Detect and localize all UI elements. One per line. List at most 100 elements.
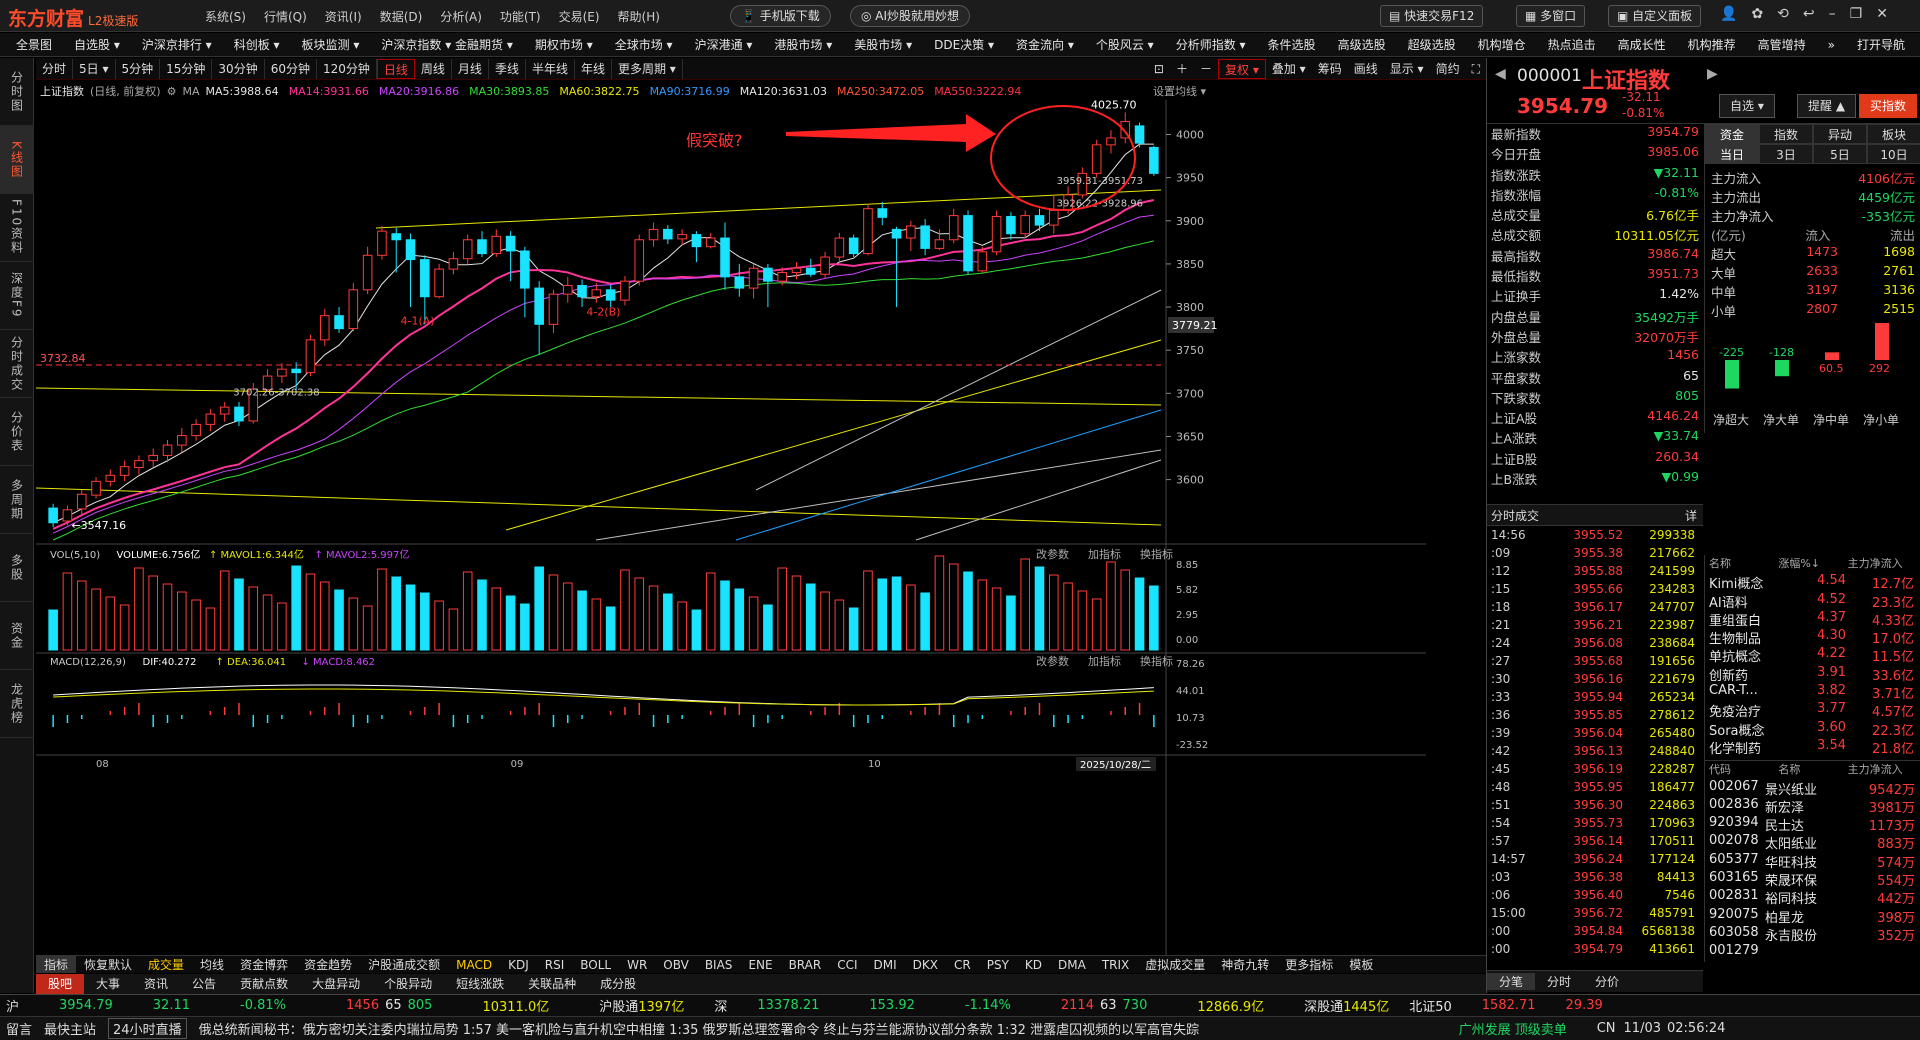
indicator-tab-19[interactable]: CR xyxy=(954,957,971,972)
candle[interactable] xyxy=(634,234,645,286)
info-tab-9[interactable]: 成分股 xyxy=(600,977,637,991)
indicator-tab-11[interactable]: WR xyxy=(627,957,648,972)
candle[interactable] xyxy=(648,222,659,247)
candle[interactable] xyxy=(262,369,273,392)
indicator-tab-21[interactable]: KD xyxy=(1024,957,1043,972)
buy-index-button[interactable]: 买指数 xyxy=(1859,94,1918,118)
plate-row[interactable]: AI语料 4.52 23.3亿 xyxy=(1709,591,1914,611)
plate-row[interactable]: 创新药 3.91 33.6亿 xyxy=(1709,664,1914,684)
indicator-tab-23[interactable]: TRIX xyxy=(1101,957,1130,972)
rail-item-6[interactable]: 多周期 xyxy=(0,466,34,534)
nav-item-16[interactable]: 高级选股 xyxy=(1337,38,1386,52)
indicator-tab-24[interactable]: 虚拟成交量 xyxy=(1145,958,1206,972)
candle[interactable] xyxy=(691,231,702,263)
indicator-tab-9[interactable]: RSI xyxy=(544,957,565,972)
nav-item-17[interactable]: 超级选股 xyxy=(1407,38,1456,52)
nav-item-23[interactable]: » xyxy=(1827,37,1836,52)
candle[interactable] xyxy=(91,477,101,499)
candle[interactable] xyxy=(920,219,930,256)
candle[interactable] xyxy=(891,226,902,308)
vol-btn-1[interactable]: 加指标 xyxy=(1088,547,1121,561)
candle[interactable] xyxy=(1020,210,1030,239)
indicator-tab-17[interactable]: DMI xyxy=(873,957,897,972)
plate-row[interactable]: 重组蛋白 4.37 4.33亿 xyxy=(1709,609,1914,629)
candle[interactable] xyxy=(219,401,230,422)
ticks-detail[interactable]: 详 xyxy=(1684,508,1697,523)
vol-btn-2[interactable]: 换指标 xyxy=(1140,547,1173,561)
candle[interactable] xyxy=(677,229,687,245)
indicator-tab-5[interactable]: 资金趋势 xyxy=(304,958,353,972)
indicator-tab-6[interactable]: 沪股通成交额 xyxy=(368,958,441,972)
info-tab-6[interactable]: 个股异动 xyxy=(384,977,433,991)
info-tab-1[interactable]: 大事 xyxy=(96,977,121,991)
tick-tab-0[interactable]: 分笔 xyxy=(1487,973,1536,990)
indicator-tab-16[interactable]: CCI xyxy=(837,957,858,972)
period-4[interactable]: 30分钟 xyxy=(212,59,265,79)
candle[interactable] xyxy=(520,246,530,318)
nav-item-1[interactable]: 自选股 ▾ xyxy=(74,38,120,52)
restore-icon[interactable]: ❐ xyxy=(1849,6,1863,22)
candle[interactable] xyxy=(377,225,387,260)
period-5[interactable]: 60分钟 xyxy=(265,59,317,79)
candle[interactable] xyxy=(1034,208,1045,232)
news-scroll[interactable]: 俄总统新闻秘书：俄方密切关注委内瑞拉局势 1:57 美一客机险与直升机空中相撞 … xyxy=(198,1023,1200,1038)
chart-tool-0[interactable]: 复权 ▾ xyxy=(1218,59,1266,79)
nav-item-18[interactable]: 机构增仓 xyxy=(1477,38,1526,52)
nav-item-8[interactable]: 沪深港通 ▾ xyxy=(694,38,753,52)
info-tab-0[interactable]: 股吧 xyxy=(36,974,85,994)
nav-item-20[interactable]: 高成长性 xyxy=(1617,38,1666,52)
candle[interactable] xyxy=(305,334,316,377)
candle[interactable] xyxy=(191,419,201,441)
nav-item-4[interactable]: 板块监测 ▾ xyxy=(301,38,360,52)
candle[interactable] xyxy=(391,227,402,273)
candle[interactable] xyxy=(462,234,473,264)
zoom-out-icon[interactable]: － xyxy=(1200,62,1213,76)
indicator-tab-1[interactable]: 恢复默认 xyxy=(84,958,133,972)
candle[interactable] xyxy=(234,401,244,427)
candle[interactable] xyxy=(1149,145,1159,176)
indicator-tab-27[interactable]: 模板 xyxy=(1349,958,1374,972)
info-tab-7[interactable]: 短线涨跌 xyxy=(456,977,505,991)
rail-item-0[interactable]: 分时图 xyxy=(0,58,34,126)
prev-icon[interactable]: ◀ xyxy=(1495,66,1506,82)
nav-item-5[interactable]: 沪深京指数 ▾ 金融期货 ▾ xyxy=(381,38,513,52)
plate-row[interactable]: Kimi概念 4.54 12.7亿 xyxy=(1709,573,1914,593)
candle[interactable] xyxy=(991,210,1002,256)
indicator-tab-22[interactable]: DMA xyxy=(1058,957,1086,972)
menu-item-2[interactable]: 资讯(I) xyxy=(324,10,362,24)
nav-item-19[interactable]: 热点追击 xyxy=(1547,38,1596,52)
stock-row[interactable]: 920075 柏星龙 398万 xyxy=(1709,906,1915,926)
info-tab-8[interactable]: 关联品种 xyxy=(528,977,577,991)
minimize-icon[interactable]: – xyxy=(1828,6,1836,22)
candle[interactable] xyxy=(777,267,787,286)
lock-icon[interactable]: ⊡ xyxy=(1153,62,1164,76)
candle[interactable] xyxy=(663,225,673,245)
candle[interactable] xyxy=(134,455,144,475)
stock-row[interactable]: 001279 xyxy=(1709,943,1759,959)
fullscreen-icon[interactable]: ⛶ xyxy=(1471,62,1480,76)
candle[interactable] xyxy=(948,208,959,244)
flow-tab-3[interactable]: 板块 xyxy=(1867,124,1920,144)
candle[interactable] xyxy=(791,262,802,280)
candle[interactable] xyxy=(877,201,888,226)
gear-icon[interactable]: ⚙ xyxy=(166,84,177,98)
candle[interactable] xyxy=(1134,122,1145,148)
indicator-tab-2[interactable]: 成交量 xyxy=(148,958,185,972)
chart-tool-1[interactable]: 叠加 ▾ xyxy=(1271,62,1306,76)
menu-item-5[interactable]: 功能(T) xyxy=(499,10,541,24)
candle[interactable] xyxy=(720,222,730,290)
refresh-icon[interactable]: ⟲ xyxy=(1777,6,1789,22)
candle[interactable] xyxy=(906,220,916,251)
chart-tool-2[interactable]: 筹码 xyxy=(1317,62,1342,76)
rail-item-7[interactable]: 多股 xyxy=(0,534,34,602)
macd-btn-1[interactable]: 加指标 xyxy=(1088,654,1121,668)
menu-item-0[interactable]: 系统(S) xyxy=(205,10,246,24)
period-1[interactable]: 5日 ▾ xyxy=(73,59,116,79)
tick-list[interactable]: 14:56 3955.52 299338:09 3955.38 217662:12 395… xyxy=(1487,528,1703,960)
indicator-tab-18[interactable]: DKX xyxy=(912,957,938,972)
stock-row[interactable]: 002067 景兴纸业 9542万 xyxy=(1709,778,1915,798)
candle[interactable] xyxy=(505,231,516,282)
candle[interactable] xyxy=(291,362,301,390)
multi-window-button[interactable]: ▦ 多窗口 xyxy=(1516,5,1586,27)
candle[interactable] xyxy=(105,469,116,487)
